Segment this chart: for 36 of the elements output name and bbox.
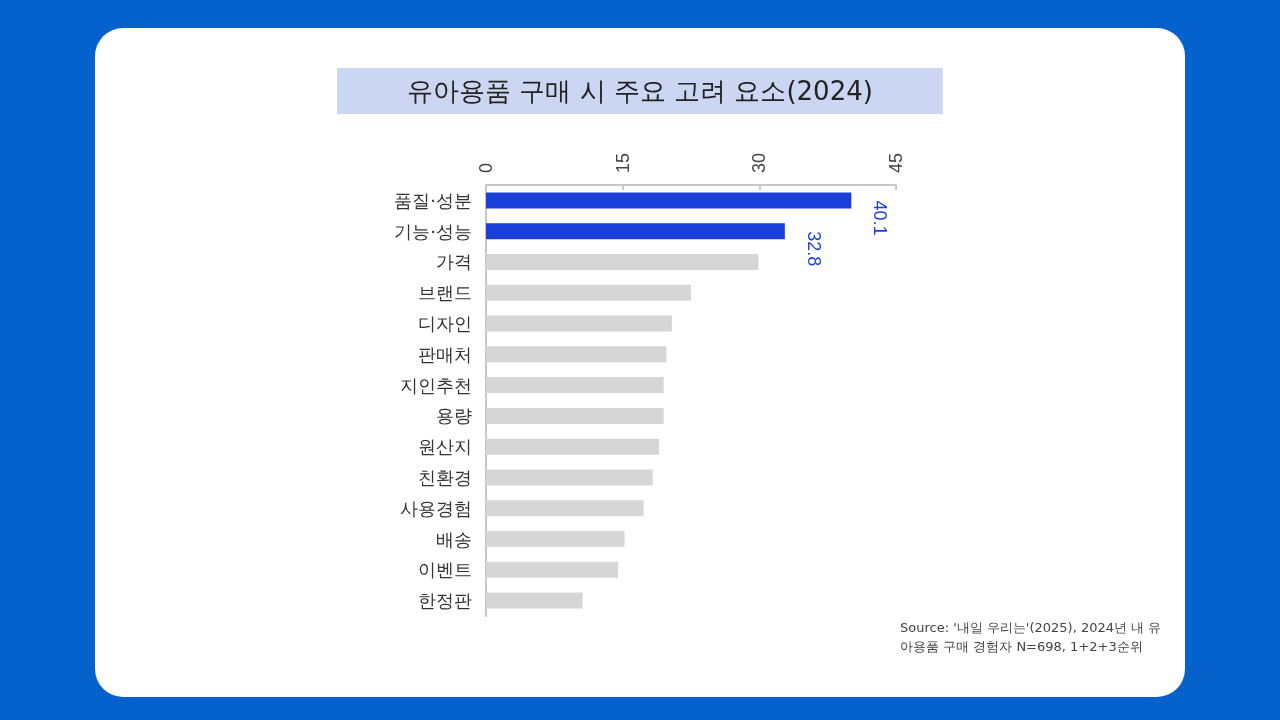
bar	[486, 284, 691, 301]
y-tick-label: 지인추천	[400, 374, 472, 396]
bar	[486, 377, 664, 394]
y-tick-label: 판매처	[418, 343, 472, 365]
y-tick-label: 품질·성분	[394, 189, 472, 211]
y-tick-label: 한정판	[418, 590, 472, 612]
y-tick-label: 용량	[436, 405, 472, 427]
bar	[486, 315, 672, 332]
y-tick-label: 사용경험	[400, 497, 472, 519]
x-tick-label: 15	[612, 152, 633, 173]
bar	[486, 192, 852, 209]
y-tick-label: 기능·성능	[394, 220, 472, 242]
y-tick-label: 이벤트	[418, 559, 472, 581]
y-tick-label: 친환경	[418, 466, 472, 488]
bar	[486, 500, 644, 517]
y-tick-label: 배송	[436, 528, 472, 550]
bar	[486, 407, 664, 424]
x-tick-label: 30	[749, 152, 770, 173]
y-tick-label: 원산지	[418, 436, 472, 458]
x-tick-label: 0	[476, 162, 496, 173]
chart-title: 유아용품 구매 시 주요 고려 요소(2024)	[407, 76, 873, 106]
bar	[486, 592, 583, 609]
y-tick-label: 브랜드	[418, 282, 472, 304]
source-note: Source: '내일 우리는'(2025), 2024년 내 유아용품 구매 경험자 N=698, 1+2+3순위	[900, 619, 1163, 656]
bar	[486, 531, 625, 548]
bar	[486, 346, 667, 363]
y-tick-label: 디자인	[418, 313, 472, 335]
bar	[486, 438, 660, 455]
bar	[486, 469, 653, 486]
bar	[486, 253, 759, 270]
y-tick-label: 가격	[436, 251, 472, 273]
data-label: 32.8	[803, 231, 824, 267]
x-tick-label: 45	[886, 152, 906, 173]
data-label: 40.1	[870, 200, 891, 236]
bar	[486, 223, 785, 240]
bar	[486, 561, 619, 578]
